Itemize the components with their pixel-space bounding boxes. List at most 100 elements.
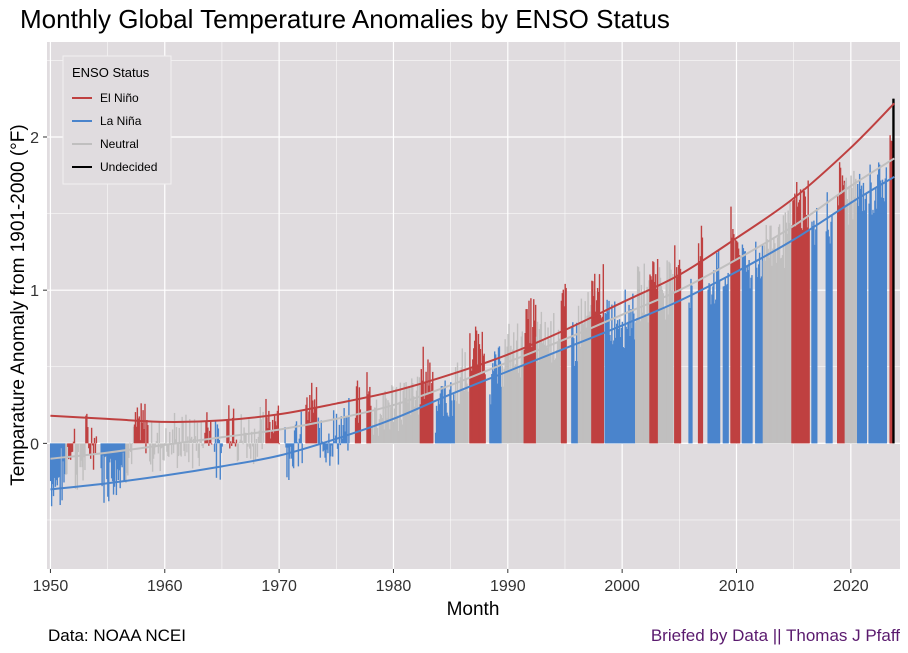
monthly-bar <box>276 410 279 444</box>
monthly-bar <box>287 443 289 448</box>
monthly-bar <box>730 206 732 444</box>
monthly-bar <box>163 443 165 461</box>
monthly-bar <box>586 315 588 444</box>
monthly-bar <box>226 420 228 444</box>
monthly-bar <box>796 182 798 444</box>
monthly-bar <box>319 443 322 458</box>
monthly-bar <box>525 309 527 444</box>
monthly-bar <box>499 361 502 444</box>
monthly-bar <box>751 275 753 444</box>
y-tick-label: 2 <box>30 130 39 147</box>
monthly-bar <box>251 431 253 444</box>
monthly-bar <box>802 188 805 444</box>
monthly-bar <box>738 255 741 444</box>
monthly-bar <box>306 397 308 444</box>
legend-title: ENSO Status <box>72 65 150 80</box>
monthly-bar <box>678 259 681 444</box>
monthly-bar <box>772 248 774 444</box>
monthly-bar <box>812 226 814 444</box>
x-axis-ticks: 1950 1960 1970 1980 1990 2000 2010 2020 <box>33 569 869 595</box>
monthly-bar <box>671 290 673 444</box>
monthly-bar <box>742 248 745 444</box>
monthly-bar <box>396 415 399 444</box>
monthly-bar <box>417 414 420 444</box>
monthly-bar <box>172 443 175 454</box>
monthly-bar <box>779 258 782 444</box>
monthly-bar <box>507 334 509 444</box>
monthly-bar <box>142 410 144 444</box>
x-tick-label: 1960 <box>147 578 183 595</box>
monthly-bar <box>213 443 216 452</box>
monthly-bar <box>237 443 240 461</box>
monthly-bar <box>294 424 297 444</box>
monthly-bar <box>83 443 85 458</box>
monthly-bar <box>462 390 464 444</box>
monthly-bar <box>89 443 92 459</box>
y-axis-ticks: 0 1 2 <box>30 130 47 453</box>
monthly-bar <box>688 302 690 444</box>
monthly-bar <box>323 443 325 451</box>
monthly-bar <box>359 409 362 444</box>
monthly-bar <box>196 422 199 444</box>
monthly-bar <box>785 222 787 444</box>
monthly-bar <box>401 424 403 444</box>
monthly-bar <box>625 326 627 444</box>
monthly-bar <box>494 354 497 444</box>
monthly-bar <box>795 226 797 444</box>
monthly-bar <box>529 343 531 444</box>
monthly-bar <box>689 308 691 444</box>
x-tick-label: 1950 <box>33 578 69 595</box>
monthly-bar <box>340 416 342 444</box>
monthly-bar <box>849 200 851 444</box>
monthly-bar <box>648 280 650 444</box>
monthly-bar <box>617 329 620 444</box>
monthly-bar <box>377 435 380 444</box>
monthly-bar <box>136 407 139 444</box>
monthly-bar <box>449 389 451 444</box>
monthly-bar <box>540 311 543 444</box>
monthly-bar <box>533 299 535 444</box>
monthly-bar <box>335 413 338 444</box>
monthly-bar <box>127 443 129 476</box>
monthly-bar <box>713 270 715 444</box>
monthly-bar <box>366 372 368 444</box>
monthly-bar <box>674 245 676 444</box>
monthly-bar <box>76 443 79 490</box>
monthly-bar <box>697 243 700 444</box>
monthly-bar <box>210 443 213 445</box>
monthly-bar <box>616 320 619 444</box>
monthly-bar <box>718 280 721 444</box>
monthly-bar <box>547 327 549 444</box>
monthly-bar <box>240 414 242 444</box>
monthly-bar <box>873 212 875 444</box>
author-caption: Briefed by Data || Thomas J Pfaff <box>650 626 900 645</box>
monthly-bar <box>777 226 780 444</box>
monthly-bar <box>436 411 439 444</box>
monthly-bar <box>776 262 778 444</box>
monthly-bar <box>662 293 665 444</box>
monthly-bar <box>395 386 398 444</box>
monthly-bar <box>209 430 211 444</box>
monthly-bar <box>862 182 865 444</box>
monthly-bar <box>442 415 444 444</box>
monthly-bar <box>611 304 613 444</box>
y-axis-label: Temparature Anomaly from 1901-2000 (°F) <box>8 124 29 485</box>
monthly-bar <box>716 252 718 444</box>
monthly-bar <box>644 313 646 444</box>
monthly-bar <box>755 241 757 444</box>
monthly-bar <box>585 327 587 444</box>
monthly-bar <box>331 443 333 446</box>
monthly-bar <box>218 439 221 444</box>
monthly-bar <box>94 443 97 454</box>
monthly-bar <box>441 386 443 444</box>
monthly-bar <box>183 443 185 451</box>
trend-lines <box>50 102 895 491</box>
monthly-bar <box>677 265 680 444</box>
monthly-bar <box>170 443 173 455</box>
monthly-bar <box>712 286 714 444</box>
monthly-bar <box>70 443 73 453</box>
monthly-bar <box>859 189 862 444</box>
monthly-bar <box>864 198 867 444</box>
monthly-bar <box>707 289 709 444</box>
monthly-bar <box>800 228 803 444</box>
